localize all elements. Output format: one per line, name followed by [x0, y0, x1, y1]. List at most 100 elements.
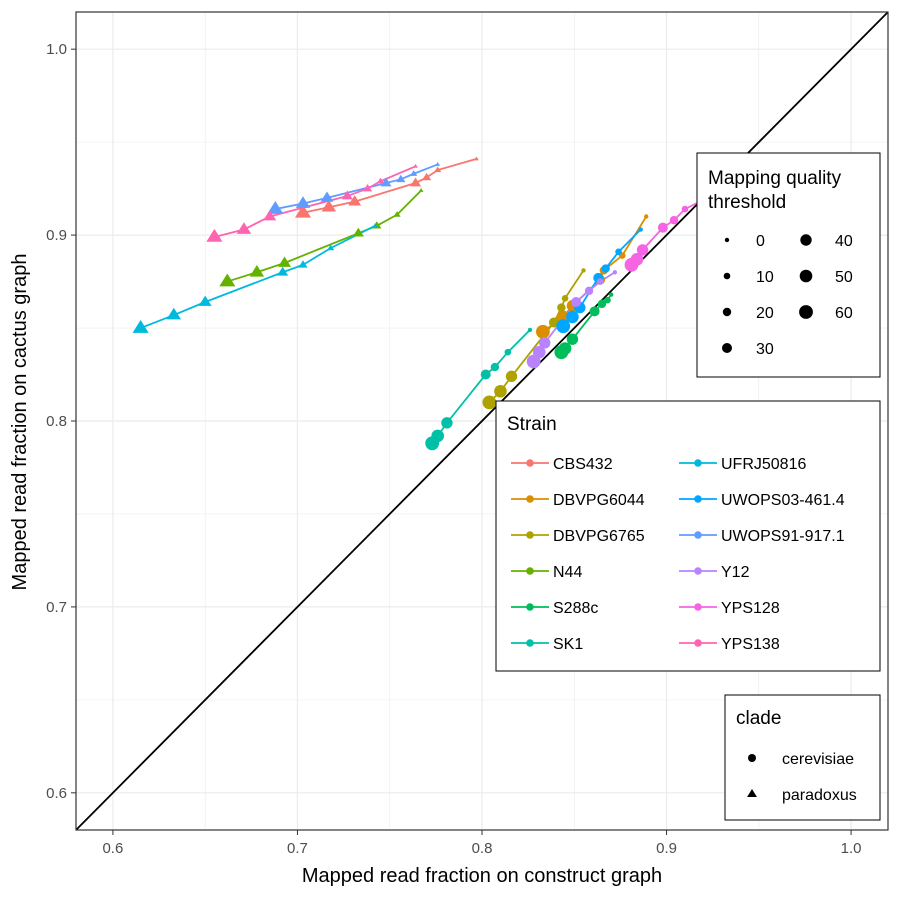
data-point-circle: [638, 227, 643, 232]
legend-strain-key-point: [526, 639, 534, 647]
legend-strain-key-point: [526, 459, 534, 467]
data-point-circle: [589, 306, 600, 317]
data-point-circle: [527, 327, 533, 333]
legend-strain-label: YPS138: [721, 636, 780, 653]
legend-size-title: threshold: [708, 192, 786, 213]
data-point-triangle: [327, 244, 335, 251]
legend-strain-key-point: [526, 567, 534, 575]
data-point-triangle: [321, 199, 337, 212]
data-point-circle: [554, 345, 569, 360]
legend-strain-label: DBVPG6765: [553, 528, 645, 545]
data-point-circle: [505, 370, 518, 383]
data-point-circle: [494, 384, 507, 398]
legend-size-key: [799, 305, 813, 319]
data-point-circle: [441, 417, 453, 429]
y-tick-label: 1.0: [46, 41, 67, 58]
legend-strain-key-point: [526, 531, 534, 539]
data-point-triangle: [341, 190, 353, 200]
legend-strain-box: [495, 400, 881, 672]
legend-strain-title: Strain: [507, 414, 557, 435]
data-point-circle: [557, 303, 566, 312]
legend-size-key: [722, 307, 732, 317]
legend-strain-key-point: [694, 639, 702, 647]
data-point-circle: [657, 222, 668, 233]
legend-size-label: 20: [756, 305, 774, 322]
legend-clade-label: cerevisiae: [782, 751, 854, 768]
legend-clade-label: paradoxus: [782, 787, 857, 804]
data-point-circle: [644, 214, 649, 219]
data-point-circle: [624, 257, 639, 272]
x-tick-label: 0.8: [472, 840, 493, 857]
data-point-triangle: [435, 162, 441, 166]
data-point-triangle: [132, 319, 149, 333]
identity-line: [75, 11, 889, 831]
y-axis: 0.6 0.7 0.8 0.9 1.0: [46, 41, 76, 802]
y-tick-label: 0.7: [46, 599, 67, 616]
legend-strain-key-point: [694, 459, 702, 467]
legend-strain: Strain CBS432 DBVPG6044 DBVPG6765 N44 S288c SK…: [495, 400, 881, 672]
legend-size-key: [799, 269, 813, 283]
data-point-circle: [636, 244, 649, 256]
data-point-circle: [526, 354, 541, 369]
data-point-circle: [566, 310, 579, 324]
legend-strain-key-point: [694, 495, 702, 503]
data-point-triangle: [413, 163, 418, 168]
data-point-triangle: [474, 156, 479, 161]
legend-strain-key-point: [694, 531, 702, 539]
plot-panel: [75, 11, 889, 831]
data-point-circle: [504, 348, 512, 356]
legend-size-label: 0: [756, 233, 765, 250]
data-point-circle: [612, 270, 618, 275]
data-point-triangle: [249, 265, 265, 277]
legend-size-label: 30: [756, 341, 774, 358]
legend-strain-label: UWOPS03-461.4: [721, 492, 845, 509]
data-point-triangle: [376, 177, 385, 184]
data-point-circle: [604, 296, 611, 304]
y-tick-label: 0.9: [46, 227, 67, 244]
x-axis: 0.6 0.7 0.8 0.9 1.0: [102, 830, 862, 857]
y-axis-title: Mapped read fraction on cactus graph: [9, 254, 31, 591]
data-point-circle: [490, 362, 500, 372]
data-point-circle: [561, 295, 569, 302]
data-point-triangle: [198, 295, 212, 306]
data-point-triangle: [206, 228, 223, 242]
legend-strain-key-point: [526, 495, 534, 503]
legend-strain-label: DBVPG6044: [553, 492, 645, 509]
data-point-circle: [482, 395, 497, 410]
data-point-triangle: [434, 166, 442, 173]
legend-size-label: 40: [835, 233, 853, 250]
data-point-triangle: [362, 184, 373, 192]
data-point-triangle: [219, 273, 236, 287]
data-point-circle: [556, 310, 570, 324]
x-tick-label: 0.6: [102, 840, 123, 857]
y-tick-label: 0.8: [46, 413, 67, 430]
data-point-triangle: [393, 211, 401, 217]
legend-strain-key-point: [526, 603, 534, 611]
legend-clade-key-triangle: [747, 789, 757, 797]
data-point-triangle: [418, 188, 424, 192]
data-point-circle: [566, 333, 579, 345]
legend-strain-label: S288c: [553, 600, 598, 617]
x-tick-label: 0.7: [287, 840, 308, 857]
data-point-triangle: [348, 195, 362, 206]
data-point-circle: [581, 268, 586, 273]
data-point-circle: [556, 319, 571, 334]
data-point-triangle: [278, 256, 291, 267]
legend-strain-key-point: [694, 567, 702, 575]
data-point-triangle: [298, 260, 308, 268]
data-point-triangle: [410, 177, 422, 187]
legend-size-key: [723, 272, 731, 280]
data-point-triangle: [166, 307, 182, 320]
data-point-triangle: [352, 227, 364, 237]
legend-strain-label: SK1: [553, 636, 583, 653]
legend-size-box: [696, 152, 881, 378]
legend-strain-label: UFRJ50816: [721, 456, 806, 473]
x-axis-title: Mapped read fraction on construct graph: [302, 865, 662, 887]
data-point-circle: [601, 264, 610, 273]
data-point-triangle: [277, 266, 289, 276]
data-point-triangle: [410, 170, 418, 176]
legend-size-label: 50: [835, 269, 853, 286]
legend-clade: clade cerevisiae paradoxus: [724, 694, 881, 821]
data-point-triangle: [422, 172, 432, 181]
data-point-triangle: [320, 191, 334, 202]
